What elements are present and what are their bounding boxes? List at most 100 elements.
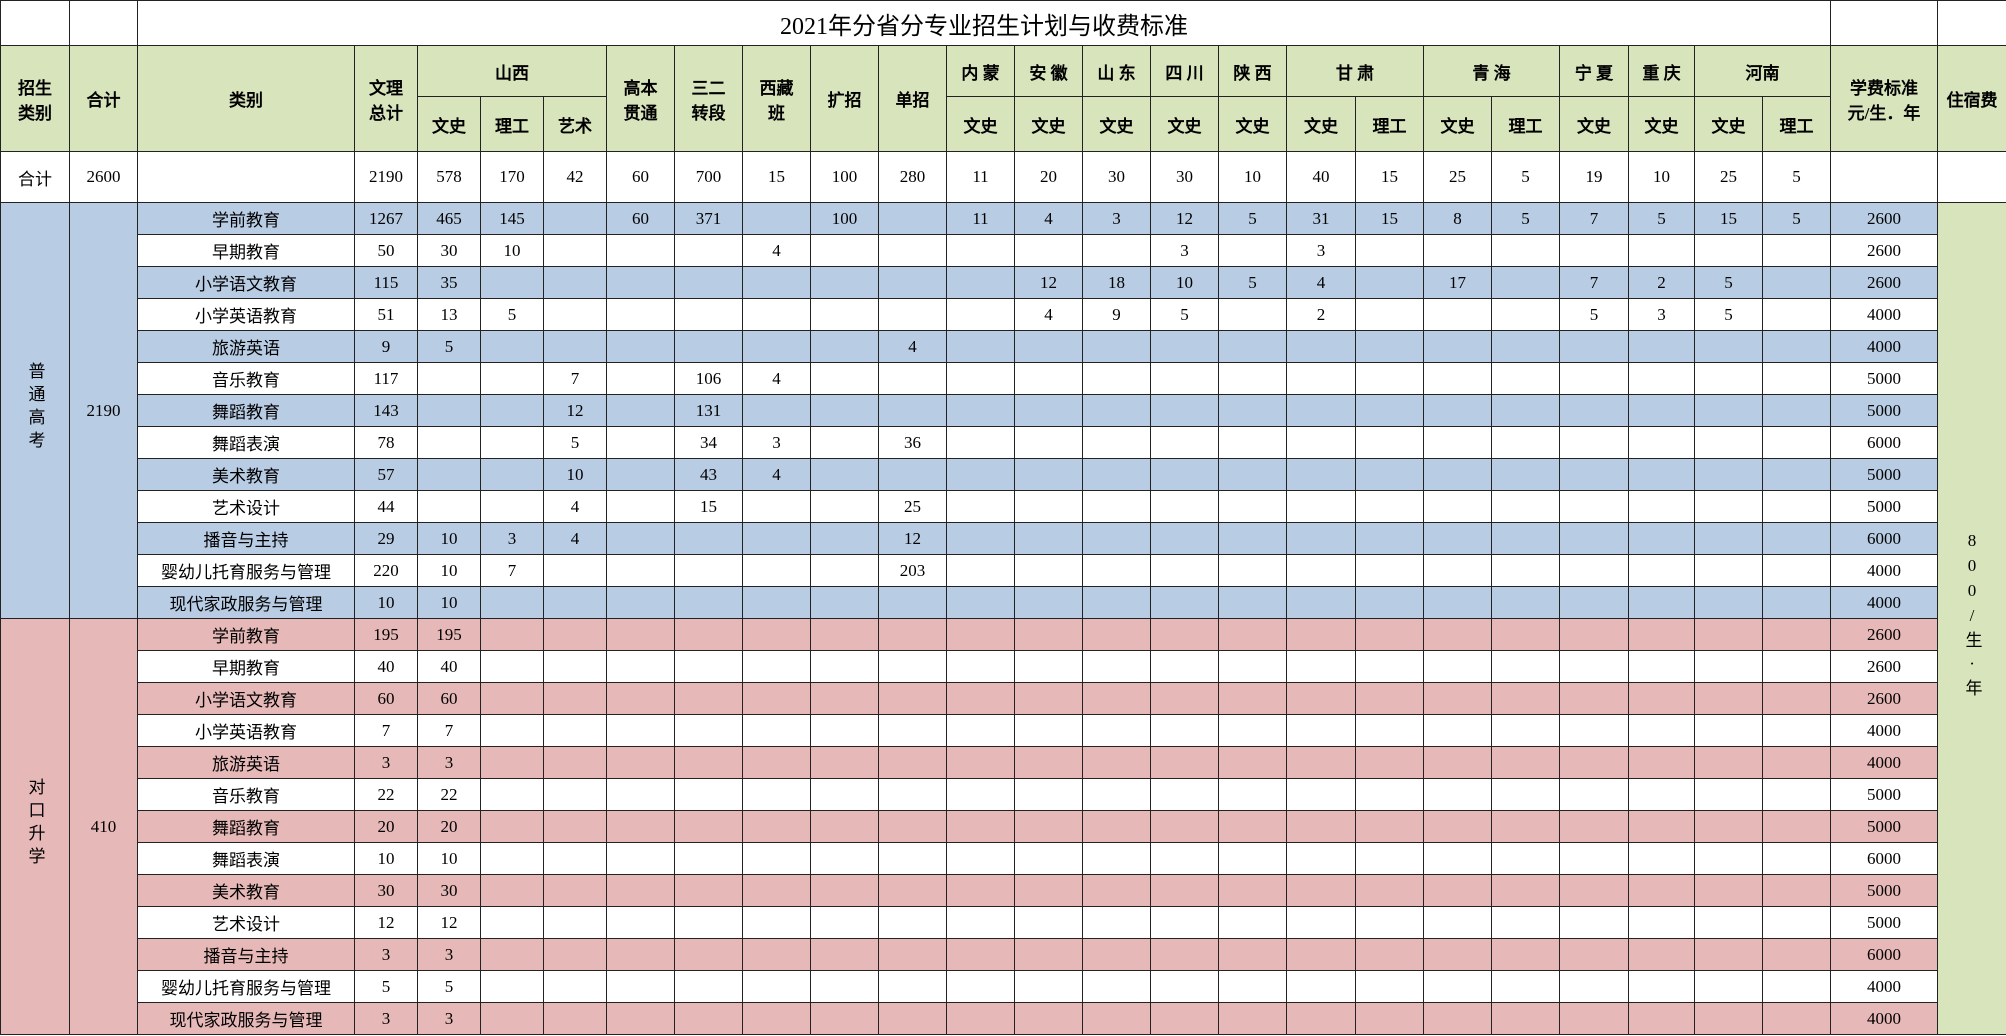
value-cell: 18 [1082, 266, 1151, 299]
value-cell: 10 [417, 554, 481, 587]
value-cell [1218, 490, 1287, 523]
value-cell: 10 [543, 458, 607, 491]
value-cell [480, 426, 544, 459]
group-total: 410 [69, 618, 138, 1035]
value-cell [946, 554, 1015, 587]
value-cell: 465 [417, 202, 481, 235]
value-cell [946, 1002, 1015, 1035]
value-cell [1423, 522, 1492, 555]
value-cell: 9 [354, 330, 418, 363]
value-cell [946, 266, 1015, 299]
value-cell: 117 [354, 362, 418, 395]
value-cell [1491, 522, 1560, 555]
value-cell [543, 298, 607, 331]
value-cell: 19 [1559, 151, 1629, 203]
value-cell [543, 618, 607, 651]
value-cell [1559, 1002, 1629, 1035]
value-cell [1761, 874, 1832, 907]
value-cell [946, 522, 1015, 555]
table-row: 美术教育 57 10 43 4 5000 [1, 458, 2006, 491]
table-row: 小学英语教育 51 13 5 4 9 5 2 5 3 5 4000 [1, 298, 2006, 331]
value-cell [606, 650, 675, 683]
value-cell [1423, 618, 1492, 651]
table-row: 舞蹈表演 78 5 34 3 36 6000 [1, 426, 2006, 459]
value-cell: 17 [1423, 266, 1492, 299]
value-cell [1628, 426, 1695, 459]
value-cell [1355, 266, 1424, 299]
value-cell [1694, 938, 1763, 971]
value-cell [1150, 426, 1219, 459]
value-cell [1014, 714, 1083, 747]
column-header: 安 徽 [1014, 45, 1083, 97]
value-cell: 12 [878, 522, 947, 555]
value-cell [1491, 458, 1560, 491]
column-subheader: 文史 [1694, 96, 1763, 152]
value-cell: 22 [417, 778, 481, 811]
value-cell: 3 [354, 938, 418, 971]
value-cell [946, 938, 1015, 971]
value-cell [1628, 490, 1695, 523]
value-cell [1286, 682, 1356, 715]
value-cell: 60 [417, 682, 481, 715]
value-cell [878, 746, 947, 779]
value-cell [1082, 330, 1151, 363]
value-cell [1150, 458, 1219, 491]
value-cell: 30 [417, 874, 481, 907]
value-cell: 5 [1491, 151, 1560, 203]
value-cell [606, 938, 675, 971]
fee-cell: 5000 [1830, 810, 1939, 843]
category-cell: 音乐教育 [137, 362, 355, 395]
value-cell: 5 [543, 426, 607, 459]
fee-cell: 6000 [1830, 842, 1939, 875]
value-cell [1491, 586, 1560, 619]
value-cell [1694, 234, 1763, 267]
column-header: 重 庆 [1628, 45, 1695, 97]
value-cell [742, 554, 811, 587]
column-subheader: 文史 [1150, 96, 1219, 152]
value-cell: 11 [946, 151, 1015, 203]
value-cell [1218, 618, 1287, 651]
value-cell [1218, 330, 1287, 363]
value-cell [1355, 810, 1424, 843]
value-cell [1082, 906, 1151, 939]
value-cell [1694, 778, 1763, 811]
value-cell [946, 714, 1015, 747]
value-cell [810, 906, 879, 939]
value-cell [878, 458, 947, 491]
value-cell [1014, 970, 1083, 1003]
blank-cell [1937, 0, 2006, 46]
value-cell [1082, 778, 1151, 811]
value-cell [1628, 906, 1695, 939]
value-cell [1082, 618, 1151, 651]
value-cell: 3 [1082, 202, 1151, 235]
value-cell [674, 298, 743, 331]
value-cell [878, 618, 947, 651]
category-cell: 舞蹈表演 [137, 426, 355, 459]
value-cell [606, 426, 675, 459]
value-cell [742, 522, 811, 555]
column-subheader: 理工 [1761, 96, 1832, 152]
value-cell [1761, 234, 1832, 267]
value-cell [742, 746, 811, 779]
value-cell [1150, 938, 1219, 971]
column-header: 单招 [878, 45, 947, 152]
table-row: 对口升学 410 学前教育 195 195 2600 [0, 618, 2006, 1035]
value-cell [878, 938, 947, 971]
value-cell [946, 682, 1015, 715]
value-cell: 12 [1150, 202, 1219, 235]
value-cell [1150, 522, 1219, 555]
category-cell: 现代家政服务与管理 [137, 586, 355, 619]
value-cell [1150, 394, 1219, 427]
value-cell: 40 [354, 650, 418, 683]
value-cell [480, 746, 544, 779]
value-cell [1491, 234, 1560, 267]
value-cell: 15 [1694, 202, 1763, 235]
value-cell [1082, 970, 1151, 1003]
value-cell [480, 842, 544, 875]
value-cell [810, 362, 879, 395]
value-cell: 20 [354, 810, 418, 843]
value-cell [1491, 266, 1560, 299]
category-cell: 艺术设计 [137, 906, 355, 939]
value-cell [543, 746, 607, 779]
